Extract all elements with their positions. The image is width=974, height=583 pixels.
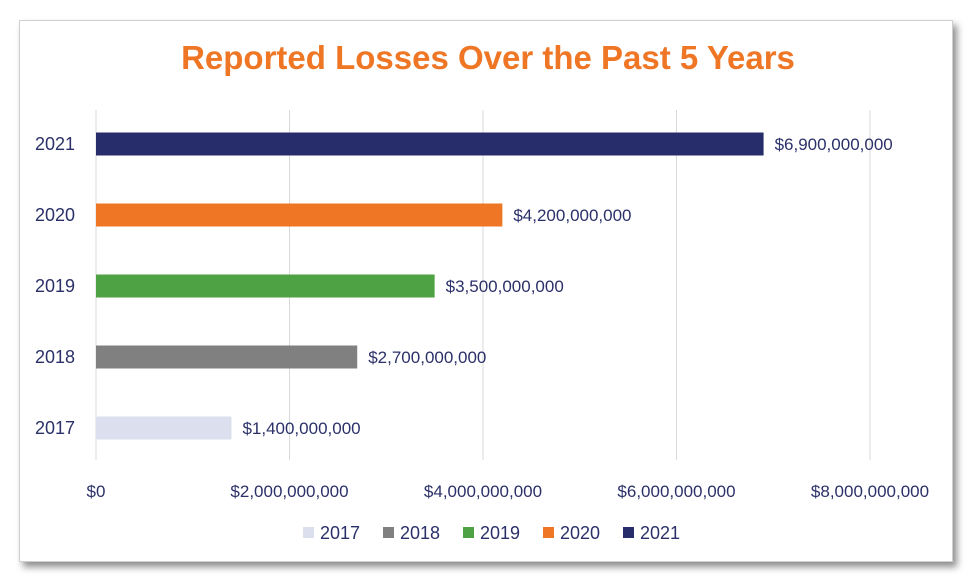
legend-swatch-2021 — [623, 527, 634, 538]
x-axis-labels: $0 $2,000,000,000 $4,000,000,000 $6,000,000… — [87, 482, 930, 501]
legend-swatch-2019 — [463, 527, 474, 538]
bar-2021 — [96, 132, 764, 156]
bar-2020 — [96, 203, 503, 227]
legend-label-2019: 2019 — [480, 523, 520, 543]
y-category-label-2020: 2020 — [35, 205, 75, 225]
legend-label-2020: 2020 — [560, 523, 600, 543]
x-tick-label: $2,000,000,000 — [230, 482, 348, 501]
bar-2018 — [96, 345, 358, 369]
y-axis-labels: 2017 2018 2019 2020 2021 — [35, 134, 75, 438]
data-label-2021: $6,900,000,000 — [775, 135, 893, 154]
x-tick-label: $0 — [87, 482, 106, 501]
legend-label-2017: 2017 — [320, 523, 360, 543]
legend: 2017 2018 2019 2020 2021 — [303, 523, 680, 543]
legend-swatch-2017 — [303, 527, 314, 538]
bar-2017 — [96, 416, 232, 440]
data-label-2018: $2,700,000,000 — [368, 348, 486, 367]
y-category-label-2019: 2019 — [35, 276, 75, 296]
data-label-2017: $1,400,000,000 — [242, 419, 360, 438]
data-label-2019: $3,500,000,000 — [446, 277, 564, 296]
data-labels: $1,400,000,000 $2,700,000,000 $3,500,000,0… — [242, 135, 892, 438]
y-category-label-2021: 2021 — [35, 134, 75, 154]
y-category-label-2017: 2017 — [35, 418, 75, 438]
legend-label-2021: 2021 — [640, 523, 680, 543]
legend-swatch-2018 — [383, 527, 394, 538]
legend-label-2018: 2018 — [400, 523, 440, 543]
legend-swatch-2020 — [543, 527, 554, 538]
bars — [96, 132, 764, 440]
bar-2019 — [96, 274, 435, 298]
chart-title: Reported Losses Over the Past 5 Years — [181, 39, 795, 76]
x-tick-label: $8,000,000,000 — [811, 482, 929, 501]
x-tick-label: $4,000,000,000 — [424, 482, 542, 501]
data-label-2020: $4,200,000,000 — [513, 206, 631, 225]
x-tick-label: $6,000,000,000 — [617, 482, 735, 501]
y-category-label-2018: 2018 — [35, 347, 75, 367]
